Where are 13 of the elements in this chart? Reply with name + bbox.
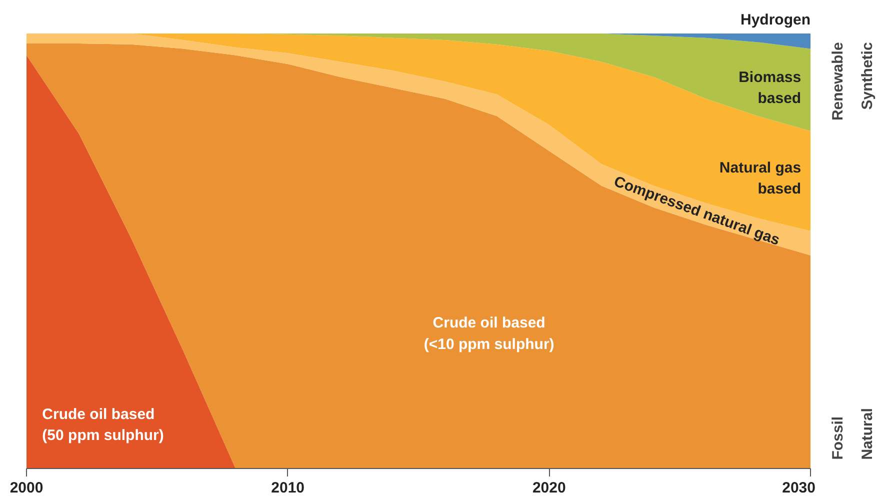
text: Natural	[858, 408, 876, 460]
text: Synthetic	[858, 42, 876, 110]
series-label: Crude oil based (<10 ppm sulphur)	[424, 314, 554, 353]
series-label: Hydrogen	[740, 12, 811, 28]
x-tick-label: 2000	[10, 480, 44, 496]
series-label: Biomass based	[738, 68, 802, 108]
text: Fossil	[829, 416, 846, 460]
series-label: Crude oil based (50 ppm sulphur)	[42, 406, 164, 444]
series-label: Natural gas based	[719, 159, 802, 198]
x-tick-label: 2030	[782, 480, 816, 496]
x-tick-label: 2010	[271, 480, 305, 496]
x-tick-label: 2020	[532, 480, 566, 496]
text: Renewable	[829, 42, 846, 121]
